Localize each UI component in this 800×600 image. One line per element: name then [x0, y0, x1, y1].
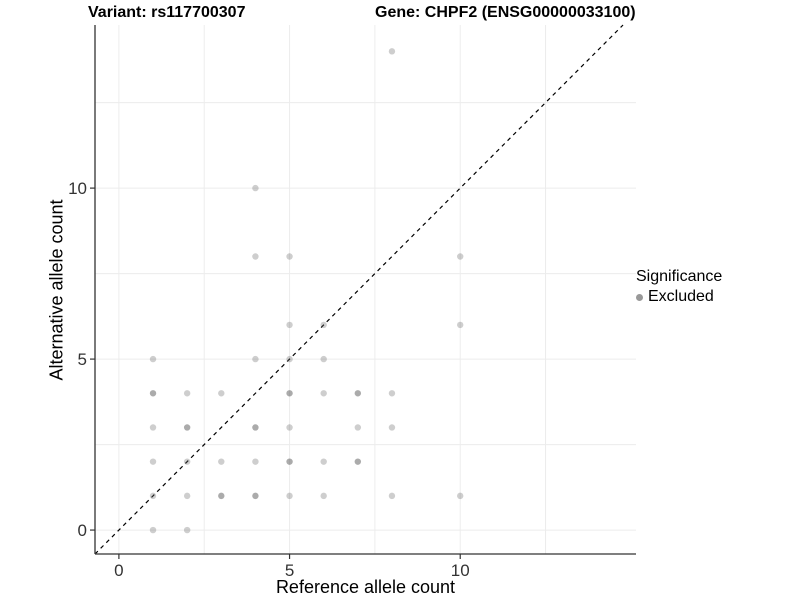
- data-point: [388, 390, 396, 397]
- data-point: [149, 355, 157, 363]
- x-tick-label: 10: [451, 561, 470, 580]
- x-tick-label: 0: [114, 561, 123, 580]
- x-tick-label: 5: [285, 561, 294, 580]
- data-point: [183, 424, 191, 431]
- data-point: [320, 321, 327, 329]
- data-point: [252, 424, 259, 431]
- data-point: [183, 526, 191, 534]
- data-point: [320, 458, 327, 465]
- data-point: [252, 458, 259, 465]
- data-point: [354, 458, 362, 465]
- data-point: [183, 492, 191, 500]
- x-axis-title: Reference allele count: [275, 577, 456, 597]
- data-point: [388, 48, 396, 55]
- y-axis-title: Alternative allele count: [46, 199, 67, 381]
- data-point: [149, 492, 157, 500]
- data-point: [149, 424, 157, 431]
- data-point: [183, 458, 191, 465]
- data-point: [252, 184, 259, 192]
- data-point: [286, 321, 293, 329]
- data-point: [320, 355, 327, 363]
- data-point: [457, 321, 464, 329]
- data-point: [320, 390, 327, 397]
- data-point: [218, 458, 225, 465]
- data-point: [457, 492, 464, 500]
- data-point: [149, 390, 157, 397]
- data-point: [218, 492, 225, 500]
- data-point: [149, 458, 157, 465]
- data-point: [252, 355, 259, 363]
- legend: Significance Excluded: [636, 268, 722, 306]
- legend-point-icon: [636, 293, 643, 301]
- data-point: [218, 390, 225, 397]
- data-point: [286, 253, 293, 260]
- data-point: [252, 492, 259, 500]
- y-tick-label: 0: [78, 521, 87, 540]
- data-point: [286, 492, 293, 500]
- data-point: [252, 253, 259, 260]
- data-point: [354, 424, 362, 431]
- data-point: [457, 253, 464, 260]
- plot-title-gene: Gene: CHPF2 (ENSG00000033100): [375, 4, 636, 21]
- legend-title: Significance: [636, 268, 723, 285]
- legend-entry-label: Excluded: [648, 288, 714, 305]
- y-tick-label: 10: [68, 179, 87, 198]
- data-point: [388, 492, 396, 500]
- data-point: [286, 390, 293, 397]
- legend-entry-excluded: Excluded: [636, 288, 722, 306]
- plot-title-variant: Variant: rs117700307: [88, 4, 246, 21]
- data-point: [286, 355, 293, 363]
- data-point: [183, 390, 191, 397]
- y-tick-label: 5: [78, 350, 87, 369]
- data-point: [286, 458, 293, 465]
- data-point: [286, 424, 293, 431]
- data-point: [388, 424, 396, 431]
- data-point: [320, 492, 327, 500]
- identity-dashed-line: [94, 24, 624, 555]
- data-point: [149, 526, 157, 534]
- data-point: [354, 390, 362, 397]
